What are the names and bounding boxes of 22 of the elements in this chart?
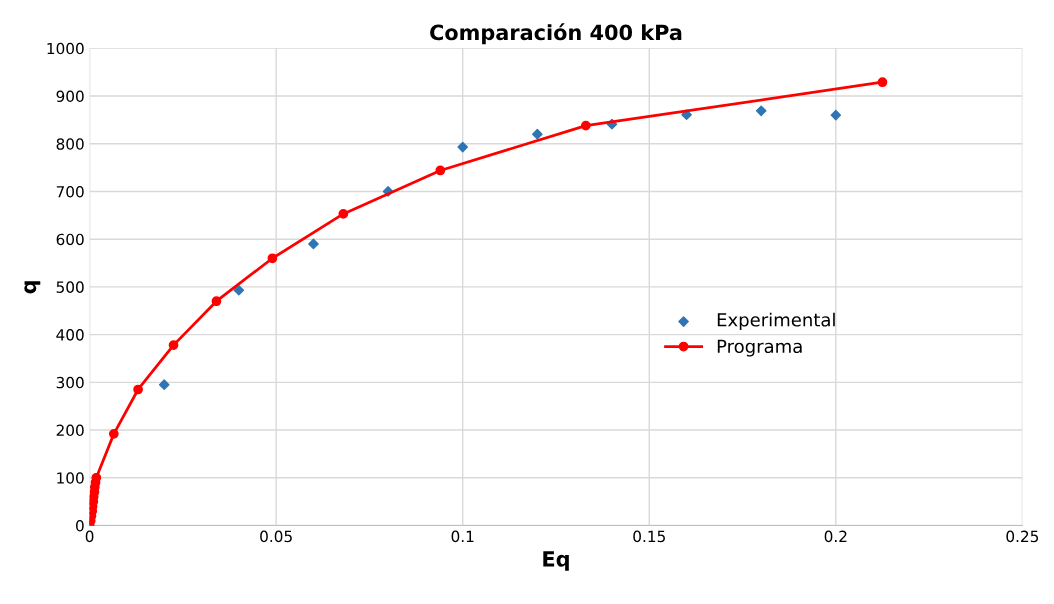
y-tick-label: 900 [56, 90, 84, 103]
y-axis-title: q [24, 281, 41, 294]
y-tick-label: 600 [56, 233, 84, 246]
legend-label: Experimental [717, 312, 835, 331]
y-tick-label: 100 [57, 472, 84, 484]
x-tick-label: 0.05 [260, 530, 292, 543]
x-tick-label: 0 [85, 530, 94, 543]
x-tick-label: 0.15 [633, 530, 665, 543]
y-tick-label: 200 [56, 424, 84, 437]
y-tick-label: 1000 [47, 42, 84, 55]
y-tick-label: 400 [56, 329, 84, 341]
y-tick-label: 0 [76, 519, 84, 532]
y-tick-label: 800 [56, 138, 84, 150]
y-tick-label: 500 [56, 281, 84, 293]
x-tick-label: 0.25 [1006, 530, 1039, 543]
x-axis-title: Eq [543, 551, 569, 571]
x-tick-label: 0.1 [451, 530, 474, 543]
y-tick-label: 300 [56, 376, 84, 389]
legend-label: Programa [717, 339, 802, 357]
chart-title: Comparación 400 kPa [430, 23, 682, 45]
x-tick-label: 0.2 [824, 530, 847, 543]
y-tick-label: 700 [56, 185, 84, 198]
